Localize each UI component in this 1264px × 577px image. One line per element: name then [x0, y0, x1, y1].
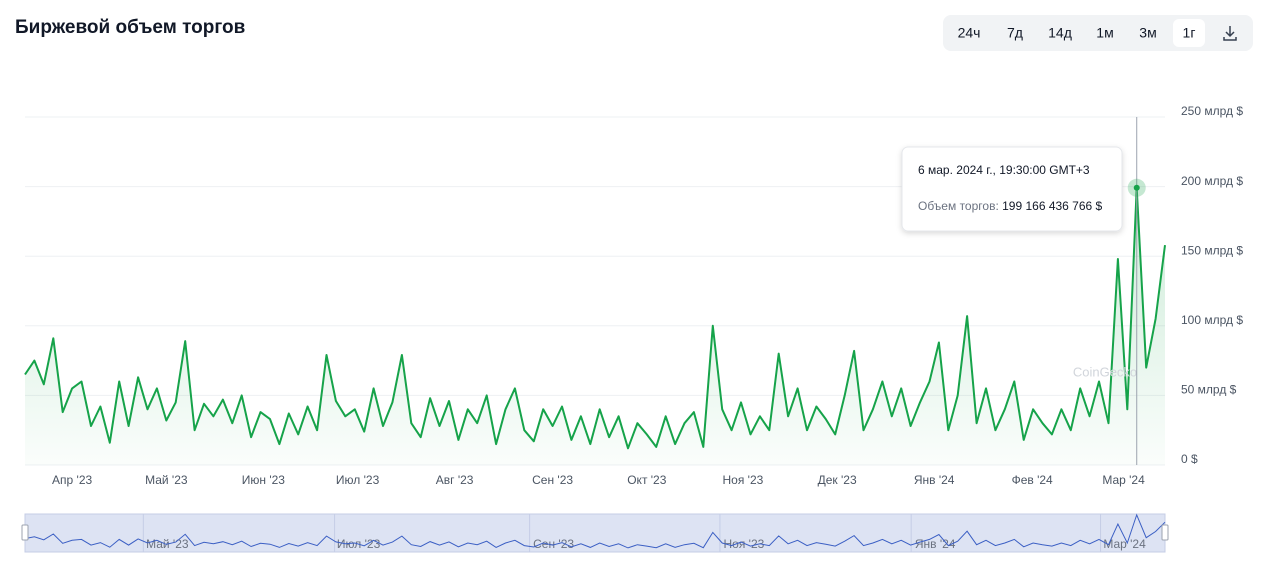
area: [25, 187, 1165, 466]
x-tick-label: Июн '23: [242, 473, 286, 487]
x-tick-label: Апр '23: [52, 473, 92, 487]
navigator-line: [24, 513, 1166, 549]
x-tick-label: Сен '23: [532, 473, 573, 487]
x-tick-label: Июл '23: [336, 473, 380, 487]
x-tick-label: Авг '23: [436, 473, 474, 487]
range-button[interactable]: 1м: [1096, 25, 1113, 41]
download-icon: [1223, 26, 1237, 41]
y-tick-label: 50 млрд $: [1181, 383, 1237, 397]
range-button[interactable]: 1г: [1183, 25, 1196, 41]
line: [24, 186, 1166, 450]
navigator-label: Сен '23: [533, 537, 574, 551]
navigator-handle[interactable]: [1161, 524, 1169, 541]
watermark: CoinGecko: [1073, 364, 1137, 379]
chart-title: Биржевой объем торгов: [15, 17, 245, 38]
navigator-handle[interactable]: [21, 524, 29, 541]
navigator-label: Ноя '23: [724, 537, 765, 551]
navigator-label: Мар '24: [1103, 537, 1146, 551]
range-button[interactable]: 7д: [1007, 25, 1023, 41]
x-tick-label: Фев '24: [1012, 473, 1053, 487]
tooltip-label: Объем торгов: 199 166 436 766 $: [918, 199, 1103, 213]
y-tick-label: 200 млрд $: [1181, 174, 1243, 188]
tooltip-date: 6 мар. 2024 г., 19:30:00 GMT+3: [918, 163, 1090, 177]
y-tick-label: 250 млрд $: [1181, 104, 1243, 118]
navigator: [24, 513, 1166, 553]
tooltip: [901, 146, 1123, 232]
x-tick-label: Ноя '23: [723, 473, 764, 487]
range-button[interactable]: 24ч: [958, 25, 981, 41]
x-tick-label: Дек '23: [818, 473, 857, 487]
hover-point: [1133, 184, 1140, 191]
y-tick-label: 100 млрд $: [1181, 313, 1243, 327]
tooltip-value: 199 166 436 766 $: [1002, 199, 1102, 213]
active-button-bg: [1173, 19, 1205, 47]
x-tick-label: Май '23: [145, 473, 188, 487]
y-tick-label: 0 $: [1181, 452, 1198, 466]
x-tick-label: Мар '24: [1102, 473, 1145, 487]
navigator-label: Янв '24: [915, 537, 956, 551]
y-tick-label: 150 млрд $: [1181, 243, 1243, 257]
x-tick-label: Окт '23: [627, 473, 667, 487]
range-button[interactable]: 14д: [1048, 25, 1072, 41]
x-tick-label: Янв '24: [914, 473, 955, 487]
download-button[interactable]: [1223, 26, 1237, 41]
range-button[interactable]: 3м: [1139, 25, 1156, 41]
